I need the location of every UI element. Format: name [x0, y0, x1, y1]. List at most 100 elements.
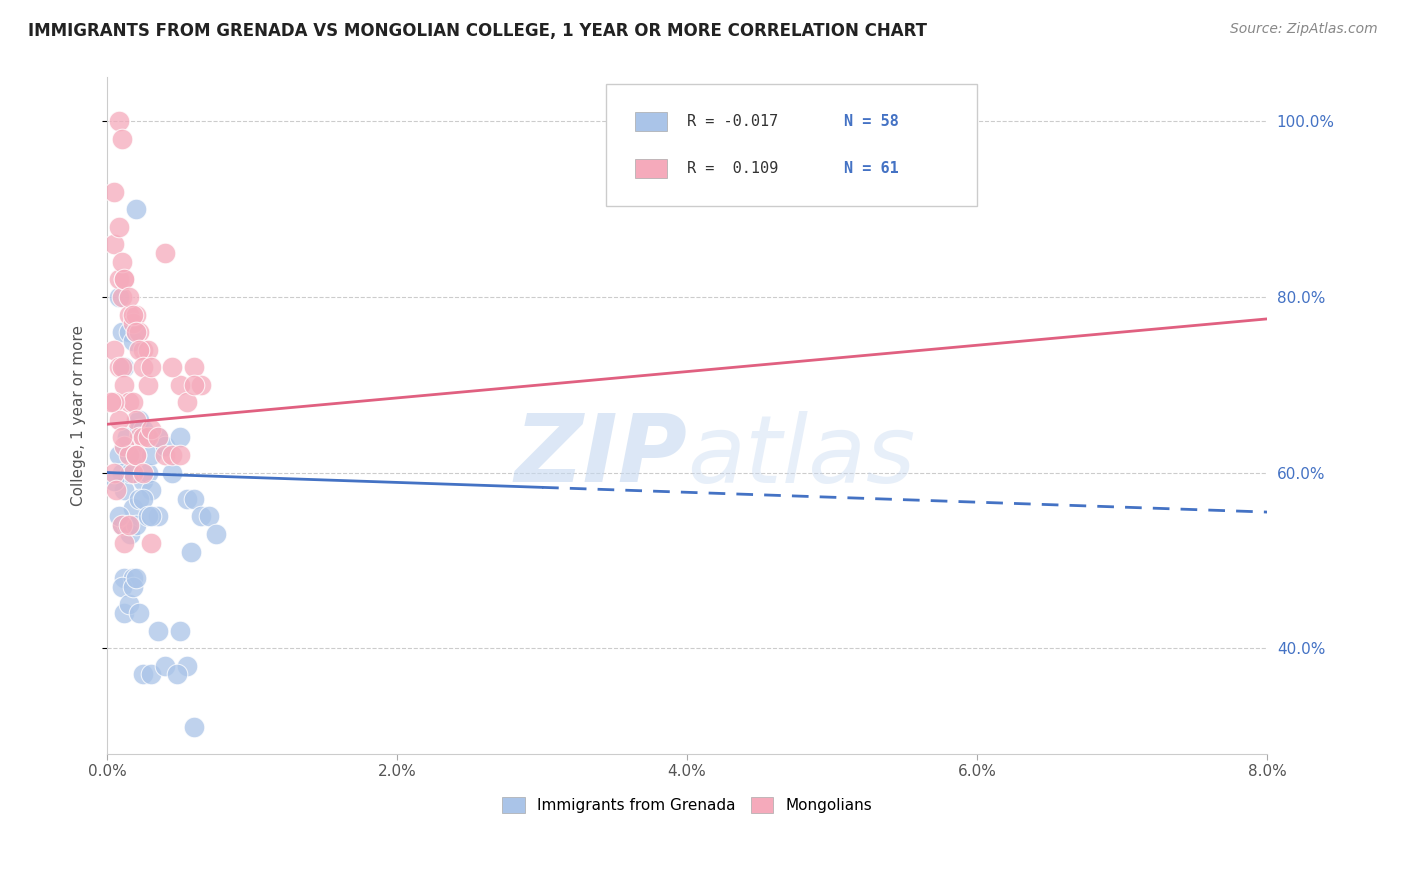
Point — [132, 491, 155, 506]
Point — [169, 448, 191, 462]
Point — [118, 597, 141, 611]
Point — [139, 509, 162, 524]
Point — [110, 290, 132, 304]
Point — [125, 448, 148, 462]
Point — [103, 466, 125, 480]
Point — [136, 343, 159, 357]
Point — [110, 580, 132, 594]
Point — [107, 360, 129, 375]
Point — [100, 395, 122, 409]
Point — [117, 518, 139, 533]
Point — [110, 360, 132, 375]
Point — [110, 518, 132, 533]
Point — [114, 606, 136, 620]
Point — [136, 377, 159, 392]
Point — [176, 491, 198, 506]
Point — [122, 571, 145, 585]
Point — [125, 325, 148, 339]
Point — [122, 334, 145, 348]
Point — [136, 509, 159, 524]
Point — [176, 658, 198, 673]
Point — [183, 360, 205, 375]
Text: ZIP: ZIP — [515, 410, 688, 502]
Y-axis label: College, 1 year or more: College, 1 year or more — [72, 325, 86, 506]
Point — [122, 580, 145, 594]
Point — [103, 185, 125, 199]
Point — [114, 439, 136, 453]
Text: atlas: atlas — [688, 410, 915, 501]
Point — [128, 491, 150, 506]
Point — [114, 571, 136, 585]
Point — [128, 606, 150, 620]
FancyBboxPatch shape — [636, 160, 668, 178]
Point — [122, 466, 145, 480]
Point — [122, 500, 145, 515]
Point — [125, 448, 148, 462]
Point — [128, 430, 150, 444]
Point — [169, 377, 191, 392]
Point — [153, 658, 176, 673]
Point — [190, 377, 212, 392]
Text: N = 58: N = 58 — [844, 114, 898, 128]
Point — [128, 325, 150, 339]
Point — [190, 509, 212, 524]
Point — [110, 518, 132, 533]
Point — [204, 527, 226, 541]
Point — [162, 466, 184, 480]
Point — [114, 272, 136, 286]
Text: R =  0.109: R = 0.109 — [688, 161, 779, 177]
Legend: Immigrants from Grenada, Mongolians: Immigrants from Grenada, Mongolians — [502, 797, 873, 814]
Point — [139, 422, 162, 436]
Point — [146, 624, 169, 638]
Point — [107, 219, 129, 234]
Point — [104, 483, 127, 497]
FancyBboxPatch shape — [636, 112, 668, 131]
Point — [125, 308, 148, 322]
Point — [139, 483, 162, 497]
Point — [107, 114, 129, 128]
Point — [139, 667, 162, 681]
Point — [120, 527, 142, 541]
Point — [169, 624, 191, 638]
Point — [132, 343, 155, 357]
Text: N = 61: N = 61 — [844, 161, 898, 177]
Point — [132, 667, 155, 681]
Point — [183, 377, 205, 392]
Point — [128, 413, 150, 427]
Point — [183, 720, 205, 734]
Point — [132, 422, 155, 436]
Point — [107, 272, 129, 286]
Point — [128, 343, 150, 357]
Point — [125, 518, 148, 533]
Point — [103, 475, 125, 489]
Text: IMMIGRANTS FROM GRENADA VS MONGOLIAN COLLEGE, 1 YEAR OR MORE CORRELATION CHART: IMMIGRANTS FROM GRENADA VS MONGOLIAN COL… — [28, 22, 927, 40]
Point — [107, 413, 129, 427]
Point — [114, 483, 136, 497]
Point — [118, 518, 141, 533]
Point — [110, 132, 132, 146]
Point — [132, 360, 155, 375]
Point — [114, 377, 136, 392]
Point — [118, 290, 141, 304]
Point — [162, 360, 184, 375]
Point — [114, 536, 136, 550]
Point — [169, 430, 191, 444]
Point — [166, 667, 188, 681]
Point — [110, 325, 132, 339]
Point — [153, 246, 176, 260]
Point — [153, 439, 176, 453]
Point — [114, 360, 136, 375]
Point — [114, 272, 136, 286]
Point — [125, 571, 148, 585]
Point — [180, 544, 202, 558]
Text: Source: ZipAtlas.com: Source: ZipAtlas.com — [1230, 22, 1378, 37]
Point — [103, 343, 125, 357]
Point — [103, 237, 125, 252]
Point — [162, 448, 184, 462]
Point — [132, 466, 155, 480]
Point — [118, 395, 141, 409]
Point — [153, 448, 176, 462]
Point — [125, 325, 148, 339]
Point — [125, 413, 148, 427]
Point — [107, 509, 129, 524]
